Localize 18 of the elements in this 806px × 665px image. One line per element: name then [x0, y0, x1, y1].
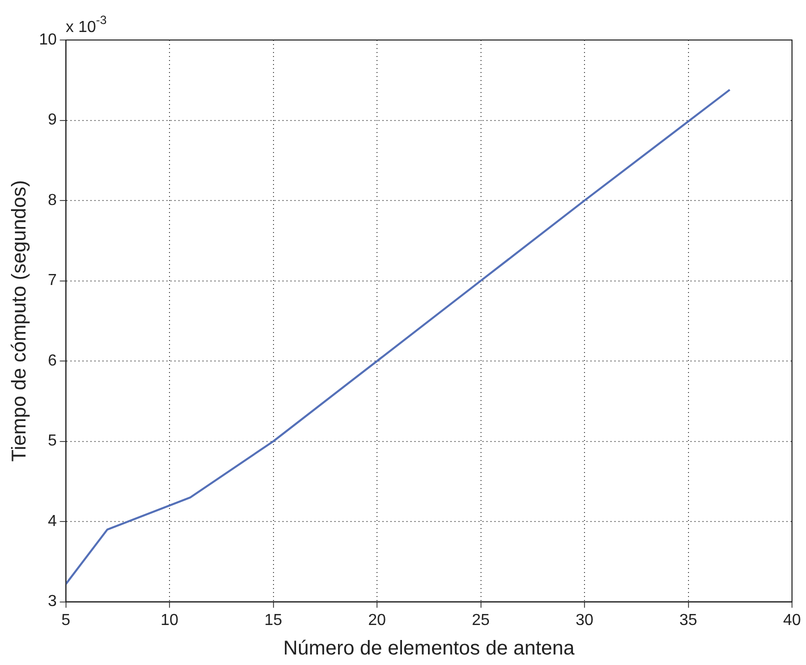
x-tick-label: 5 — [61, 612, 70, 629]
y-tick-label: 6 — [48, 352, 57, 370]
y-tick-label: 3 — [48, 593, 57, 610]
y-tick-label: 9 — [48, 112, 57, 129]
y-axis-title: Tiempo de cómputo (segundos) — [8, 180, 31, 462]
x-tick-label: 25 — [472, 612, 490, 629]
y-tick-label: 4 — [48, 512, 57, 530]
x-tick-label: 10 — [160, 612, 179, 629]
x-tick-label: 15 — [264, 612, 282, 629]
y-tick-label: 8 — [48, 192, 57, 209]
x-tick-label: 30 — [576, 612, 594, 629]
x-axis-title: Número de elementos de antena — [283, 638, 576, 660]
x-tick-label: 35 — [679, 612, 698, 629]
y-tick-label: 7 — [48, 272, 57, 290]
y-tick-label: 5 — [48, 432, 57, 450]
y-tick-label: 10 — [39, 31, 57, 48]
x-tick-label: 20 — [368, 612, 386, 629]
x-tick-label: 40 — [783, 612, 801, 629]
